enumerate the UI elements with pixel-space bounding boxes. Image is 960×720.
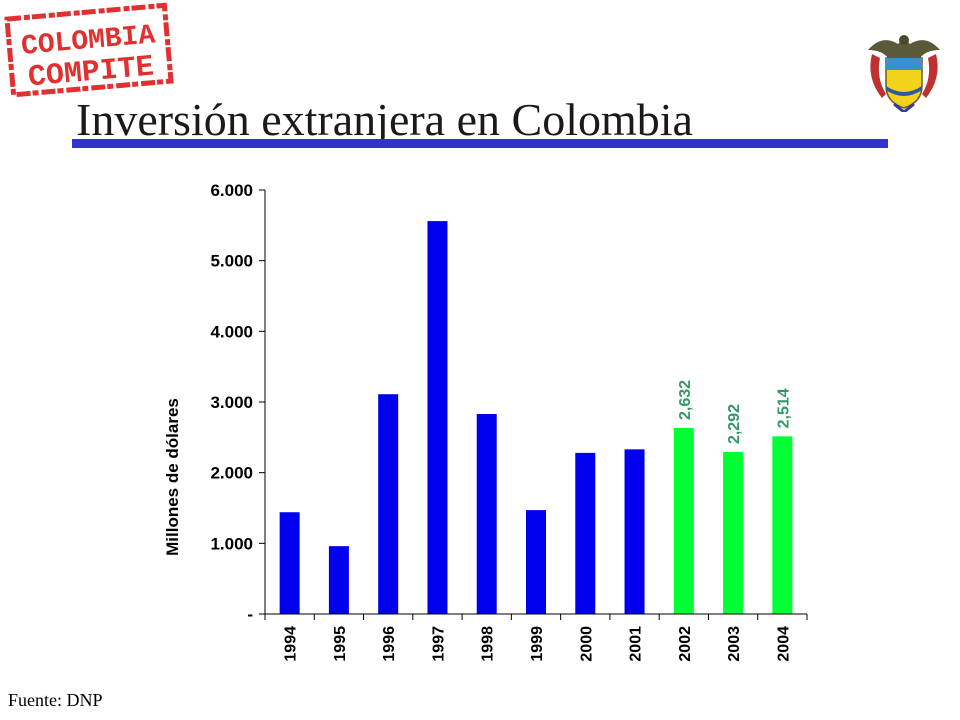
bar-1998 [476,414,497,614]
y-axis-label: Millones de dólares [163,398,182,556]
y-tick-label: 4.000 [210,322,253,341]
x-tick-label: 2003 [726,626,743,662]
bar-1996 [378,394,399,614]
y-tick-label: 2.000 [210,464,253,483]
bar-2002 [673,428,694,614]
x-tick-label: 2004 [775,626,792,662]
bar-2001 [624,449,645,614]
title-underline [72,139,888,148]
page-title: Inversión extranjera en Colombia [76,94,693,145]
x-tick-label: 1999 [529,626,546,662]
bar-1994 [279,512,300,614]
data-label-2003: 2,292 [726,404,743,444]
bar-1995 [328,546,349,614]
x-tick-label: 1998 [480,626,497,662]
bar-1999 [526,510,546,614]
bar-1997 [427,221,448,615]
x-tick-label: 2000 [578,626,595,662]
x-tick-label: 1997 [430,626,447,662]
data-label-2002: 2,632 [677,380,694,420]
x-tick-label: 1996 [381,626,398,662]
y-tick-label: - [247,605,253,624]
foreign-investment-bar-chart: Millones de dólares - 1.000 2.000 3.000 4.00… [163,181,808,662]
x-tick-label: 1995 [332,626,349,662]
y-tick-label: 1.000 [210,534,253,553]
colombia-coat-of-arms-icon [868,35,940,112]
x-tick-label: 2001 [628,626,645,662]
bar-2004 [772,436,793,614]
x-tick-label: 2002 [677,626,694,662]
data-label-2004: 2,514 [775,388,792,428]
bar-2003 [723,452,744,614]
y-tick-label: 5.000 [210,252,253,271]
colombia-compite-logo: COLOMBIA COMPITE [4,2,174,98]
y-tick-label: 6.000 [210,181,253,200]
y-tick-label: 3.000 [210,393,253,412]
source-note: Fuente: DNP [8,690,103,710]
bar-2000 [575,452,596,614]
x-tick-label: 1994 [283,626,300,662]
